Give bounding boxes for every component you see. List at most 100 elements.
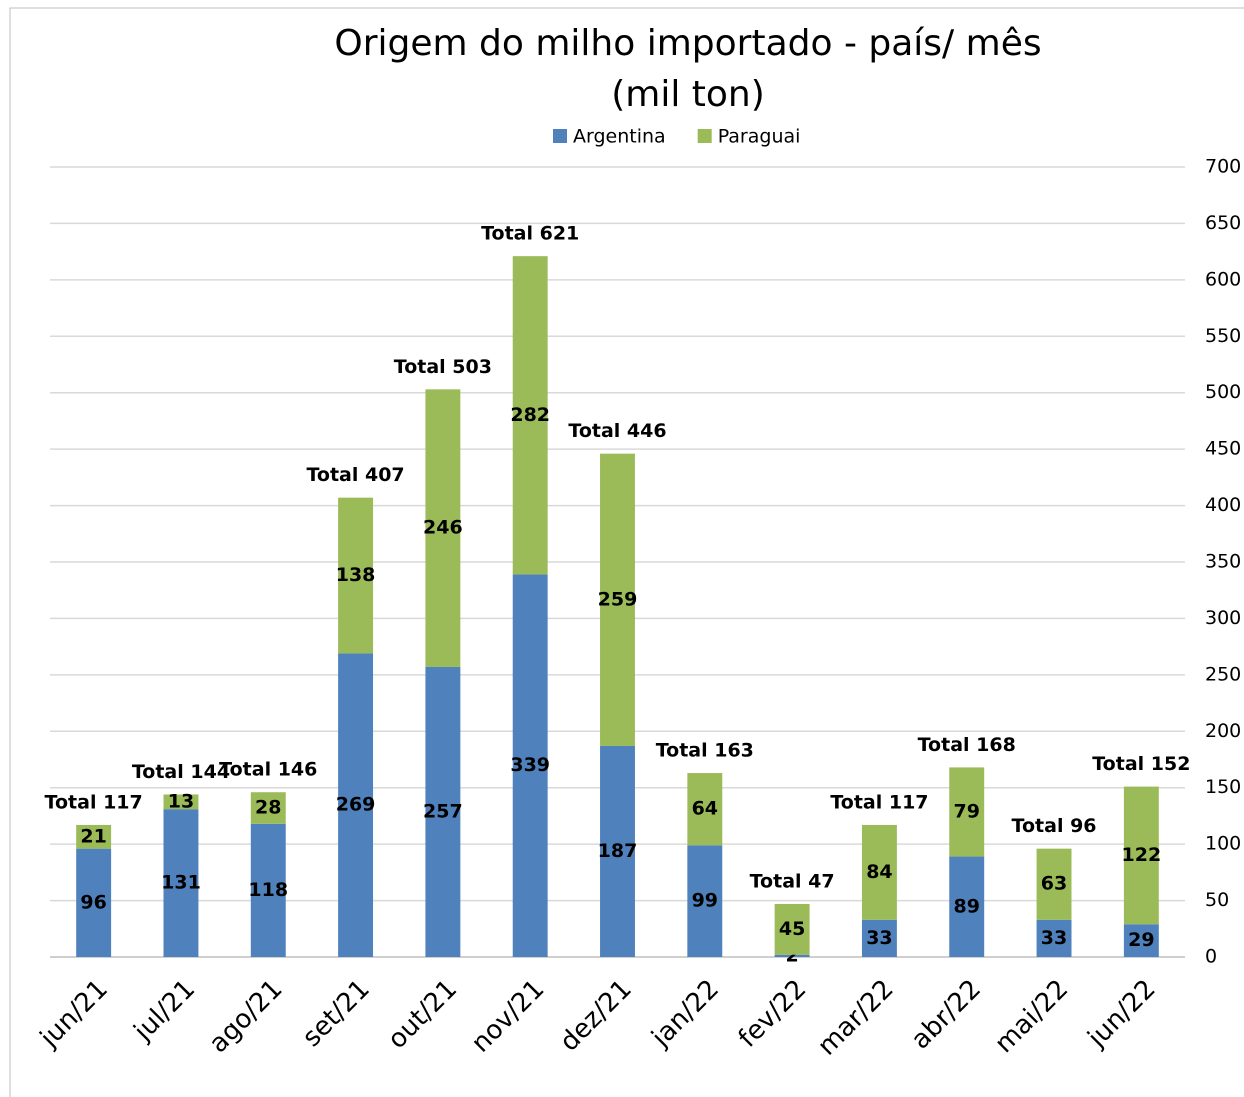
y-tick-label: 150 — [1205, 776, 1241, 798]
bar-segment — [687, 773, 723, 846]
x-tick-label: jun/22 — [1082, 974, 1162, 1054]
y-tick-label: 500 — [1205, 381, 1241, 403]
y-tick-label: 650 — [1205, 212, 1241, 234]
bar-segment — [600, 745, 635, 957]
bar-segment — [949, 856, 985, 957]
total-label: Total 144 — [132, 761, 230, 783]
total-label: Total 446 — [568, 420, 666, 442]
x-tick-label: jun/21 — [34, 974, 114, 1054]
value-label: 118 — [248, 879, 288, 901]
x-tick-label: jan/22 — [646, 974, 726, 1054]
bar-segment — [425, 666, 461, 957]
y-tick-label: 50 — [1205, 889, 1229, 911]
chart-border — [9, 7, 1244, 1097]
x-tick-label: set/21 — [297, 974, 376, 1053]
total-label: Total 117 — [45, 791, 143, 813]
bar-segment — [1036, 919, 1072, 957]
value-label: 257 — [423, 800, 463, 822]
y-tick-label: 0 — [1205, 946, 1217, 968]
x-tick-label: mar/22 — [812, 974, 900, 1062]
x-tick-label: abr/22 — [906, 974, 987, 1055]
y-tick-label: 550 — [1205, 325, 1241, 347]
bar-segment — [250, 792, 286, 824]
legend-label: Argentina — [573, 126, 666, 148]
y-tick-label: 350 — [1205, 551, 1241, 573]
x-tick-label: fev/22 — [733, 974, 812, 1053]
total-label: Total 168 — [918, 734, 1016, 756]
value-label: 33 — [1041, 927, 1067, 949]
value-label: 282 — [510, 404, 550, 426]
value-label: 122 — [1122, 844, 1162, 866]
value-label: 269 — [336, 794, 376, 816]
value-label: 131 — [161, 872, 201, 894]
y-tick-label: 400 — [1205, 494, 1241, 516]
value-label: 45 — [779, 918, 805, 940]
y-tick-label: 700 — [1205, 156, 1241, 178]
bar-segment — [250, 823, 286, 957]
total-label: Total 117 — [830, 791, 928, 813]
total-label: Total 503 — [394, 356, 492, 378]
total-label: Total 621 — [481, 223, 579, 245]
value-label: 84 — [866, 861, 892, 883]
value-label: 99 — [692, 890, 718, 912]
value-label: 63 — [1041, 873, 1067, 895]
bar-segment — [861, 824, 897, 920]
value-label: 79 — [954, 800, 980, 822]
bar-segment — [1123, 786, 1159, 925]
total-label: Total 47 — [750, 870, 835, 892]
total-label: Total 163 — [656, 740, 754, 762]
bar-segment — [512, 256, 548, 575]
bar-segment — [338, 497, 374, 654]
total-label: Total 146 — [219, 759, 317, 781]
bar-segment — [774, 903, 810, 955]
chart-title: Origem do milho importado - país/ mês — [334, 23, 1041, 64]
chart-subtitle: (mil ton) — [611, 74, 765, 115]
value-label: 13 — [168, 790, 194, 812]
bar-segment — [163, 794, 199, 810]
bar-segment — [949, 767, 985, 857]
bar-segment — [512, 574, 548, 957]
total-label: Total 407 — [306, 464, 404, 486]
bar-segment — [163, 809, 199, 957]
y-tick-label: 300 — [1205, 607, 1241, 629]
bar-segment — [861, 919, 897, 957]
y-tick-label: 450 — [1205, 438, 1241, 460]
x-tick-label: out/21 — [382, 974, 463, 1055]
y-tick-label: 600 — [1205, 268, 1241, 290]
value-label: 64 — [692, 798, 718, 820]
x-tick-label: ago/21 — [204, 974, 289, 1059]
legend-swatch — [553, 129, 567, 143]
bar-segment — [76, 848, 112, 957]
bar-segment — [1036, 848, 1072, 920]
y-tick-label: 200 — [1205, 720, 1241, 742]
bar-segment — [600, 453, 635, 746]
y-tick-label: 250 — [1205, 663, 1241, 685]
x-tick-label: jul/21 — [128, 974, 201, 1047]
value-label: 138 — [336, 564, 376, 586]
x-tick-label: dez/21 — [554, 974, 637, 1057]
value-label: 28 — [255, 797, 281, 819]
bar-segment — [425, 389, 461, 667]
x-tick-label: nov/21 — [466, 974, 551, 1059]
legend-swatch — [697, 129, 712, 143]
value-label: 96 — [80, 891, 106, 913]
legend-label: Paraguai — [718, 126, 801, 148]
bar-segment — [76, 824, 112, 849]
value-label: 259 — [598, 588, 638, 610]
value-label: 339 — [510, 754, 550, 776]
y-tick-label: 100 — [1205, 833, 1241, 855]
x-tick-label: mai/22 — [989, 974, 1074, 1059]
total-label: Total 96 — [1012, 815, 1097, 837]
bar-segment — [687, 845, 723, 957]
value-label: 89 — [954, 895, 980, 917]
total-label: Total 152 — [1092, 753, 1190, 775]
value-label: 29 — [1128, 929, 1154, 951]
value-label: 33 — [866, 927, 892, 949]
bar-segment — [774, 954, 810, 957]
value-label: 187 — [598, 840, 638, 862]
bar-segment — [338, 653, 374, 957]
bar-segment — [1123, 924, 1159, 957]
value-label: 21 — [80, 825, 106, 847]
value-label: 246 — [423, 517, 463, 539]
